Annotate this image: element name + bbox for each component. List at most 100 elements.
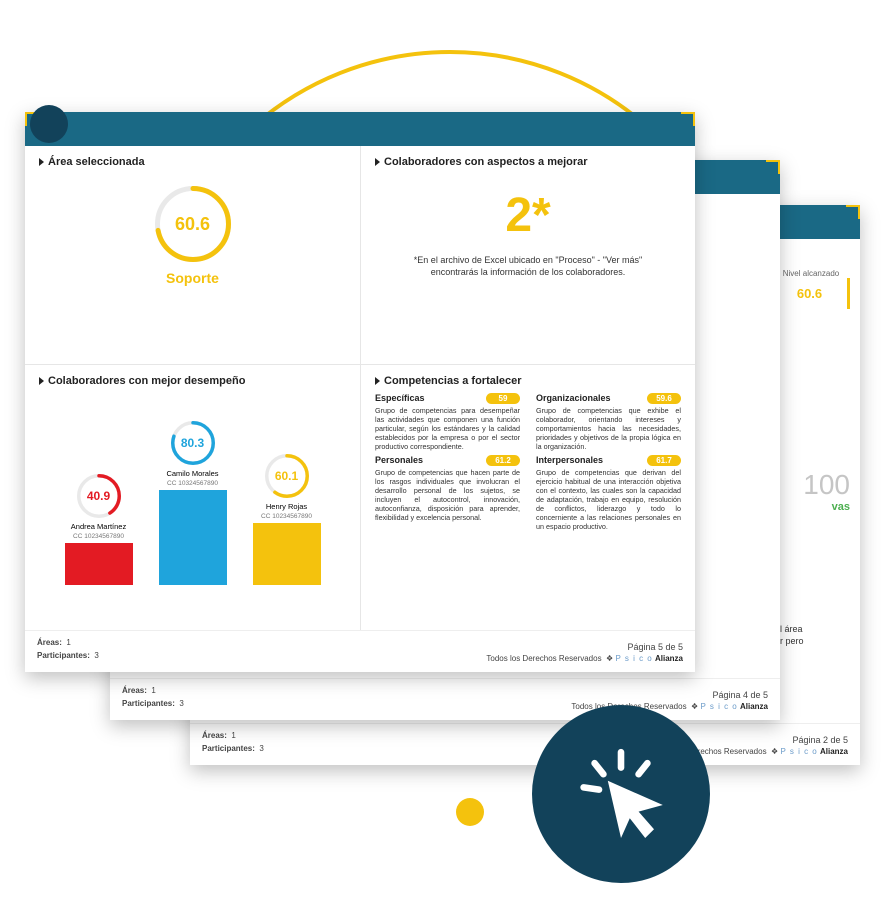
title-text: Colaboradores con mejor desempeño [48,375,245,387]
logo-alianza: Alianza [655,654,683,663]
areas-label: Áreas: [37,638,62,647]
competencia-badge: 59 [486,393,520,404]
bar-rect [159,490,227,585]
accent-dot-top [30,105,68,143]
logo-psico: P s i c o [700,702,737,711]
peek-number: 100 [803,469,850,501]
logo-alianza: Alianza [820,747,848,756]
slide-body: Área seleccionada 60.6 Soporte Colaborad… [25,146,695,630]
bar-rect [253,523,321,585]
competencia-desc: Grupo de competencias que hacen parte de… [375,468,520,522]
competencia-item: Personales 61.2 Grupo de competencias que … [375,455,520,531]
participantes-value: 3 [94,651,98,660]
competencia-badge: 61.2 [486,455,520,466]
competencia-title: Organizacionales [536,393,611,403]
aspectos-value: 2* [375,192,681,240]
slide-footer: Áreas: 1 Participantes: 3 Página 5 de 5 … [25,630,695,671]
aspectos-note: *En el archivo de Excel ubicado en "Proc… [375,240,681,278]
footer-left: Áreas: 1 Participantes: 3 [122,685,184,711]
rights-text: Todos los Derechos Reservados [486,654,601,663]
footer-right: Página 5 de 5 Todos los Derechos Reserva… [486,642,683,663]
section-title: Área seleccionada [39,156,346,168]
bar-person-name: Camilo Morales [166,469,218,478]
areas-value: 1 [151,686,155,695]
competencia-title: Personales [375,455,423,465]
page-indicator: Página 5 de 5 [486,642,683,652]
participantes-label: Participantes: [122,699,175,708]
participantes-value: 3 [259,744,263,753]
bar-ring-gauge: 60.1 [265,454,309,498]
corner-decoration [766,160,780,174]
brand-logo: ❖ P s i c o Alianza [604,654,683,663]
competencia-head: Organizacionales 59.6 [536,393,681,404]
competencia-head: Personales 61.2 [375,455,520,466]
chevron-right-icon [39,158,44,166]
section-title: Colaboradores con mejor desempeño [39,375,346,387]
competencia-item: Interpersonales 61.7 Grupo de competencias… [536,455,681,531]
performance-bar: 80.3 Camilo Morales CC 10324567890 [157,421,229,585]
nivel-badge: Nivel alcanzado 60.6 [772,269,850,309]
areas-label: Áreas: [202,731,227,740]
brand-logo: ❖ P s i c o Alianza [689,702,768,711]
competencia-desc: Grupo de competencias que derivan del ej… [536,468,681,531]
peek-text: l área r pero [780,624,850,647]
accent-dot-bottom [456,798,484,826]
areas-label: Áreas: [122,686,147,695]
areas-value: 1 [66,638,70,647]
competencia-desc: Grupo de competencias que exhibe el cola… [536,406,681,451]
competencia-title: Específicas [375,393,425,403]
report-slide-front: Área seleccionada 60.6 Soporte Colaborad… [25,112,695,672]
bar-person-cc: CC 10234567890 [73,533,124,540]
competencias-grid: Específicas 59 Grupo de competencias para … [375,393,681,531]
performance-bar: 40.9 Andrea Martínez CC 10234567890 [63,474,135,585]
participantes-label: Participantes: [37,651,90,660]
competencia-item: Específicas 59 Grupo de competencias para … [375,393,520,451]
participantes-label: Participantes: [202,744,255,753]
title-text: Área seleccionada [48,156,145,168]
logo-psico: P s i c o [780,747,817,756]
bar-person-name: Andrea Martínez [71,522,126,531]
slide-header [25,112,695,146]
performance-bar: 60.1Henry RojasCC 10234567890 [251,454,323,585]
footer-left: Áreas: 1 Participantes: 3 [202,730,264,756]
competencia-head: Específicas 59 [375,393,520,404]
corner-decoration [846,205,860,219]
areas-value: 1 [231,731,235,740]
title-text: Colaboradores con aspectos a mejorar [384,156,588,168]
panel-area-seleccionada: Área seleccionada 60.6 Soporte [25,146,360,364]
nivel-value: 60.6 [772,278,850,309]
logo-psico: P s i c o [615,654,652,663]
panel-aspectos-mejorar: Colaboradores con aspectos a mejorar 2* … [360,146,695,364]
cursor-badge[interactable] [532,705,710,883]
performance-bar-chart: 40.9 Andrea Martínez CC 10234567890 80.3 Cam… [39,395,346,585]
bar-person-cc: CC 10234567890 [261,513,312,520]
chevron-right-icon [39,377,44,385]
chevron-right-icon [375,158,380,166]
slide-footer: Áreas: 1 Participantes: 3 Página 2 de 5 … [190,723,860,764]
corner-decoration [681,112,695,126]
bar-ring-gauge: 80.3 [171,421,215,465]
participantes-value: 3 [179,699,183,708]
panel-competencias-fortalecer: Competencias a fortalecer Específicas 59 G… [360,364,695,630]
slide-footer: Áreas: 1 Participantes: 3 Página 4 de 5 … [110,678,780,719]
competencia-badge: 59.6 [647,393,681,404]
bar-rect [65,543,133,585]
title-text: Competencias a fortalecer [384,375,522,387]
peek-line-b: r pero [780,636,804,646]
competencia-desc: Grupo de competencias para desempeñar la… [375,406,520,451]
area-label: Soporte [39,270,346,286]
peek-metric: 100 vas [803,469,850,513]
section-title: Competencias a fortalecer [375,375,681,387]
logo-alianza: Alianza [740,702,768,711]
competencia-badge: 61.7 [647,455,681,466]
competencia-title: Interpersonales [536,455,603,465]
peek-line-a: l área [780,624,803,634]
bar-ring-gauge: 40.9 [77,474,121,518]
cursor-click-icon [566,739,676,849]
bar-person-cc: CC 10324567890 [167,480,218,487]
competencia-item: Organizacionales 59.6 Grupo de competencia… [536,393,681,451]
footer-left: Áreas: 1 Participantes: 3 [37,637,99,663]
brand-logo: ❖ P s i c o Alianza [769,747,848,756]
page-indicator: Página 4 de 5 [571,690,768,700]
peek-word: vas [803,501,850,513]
